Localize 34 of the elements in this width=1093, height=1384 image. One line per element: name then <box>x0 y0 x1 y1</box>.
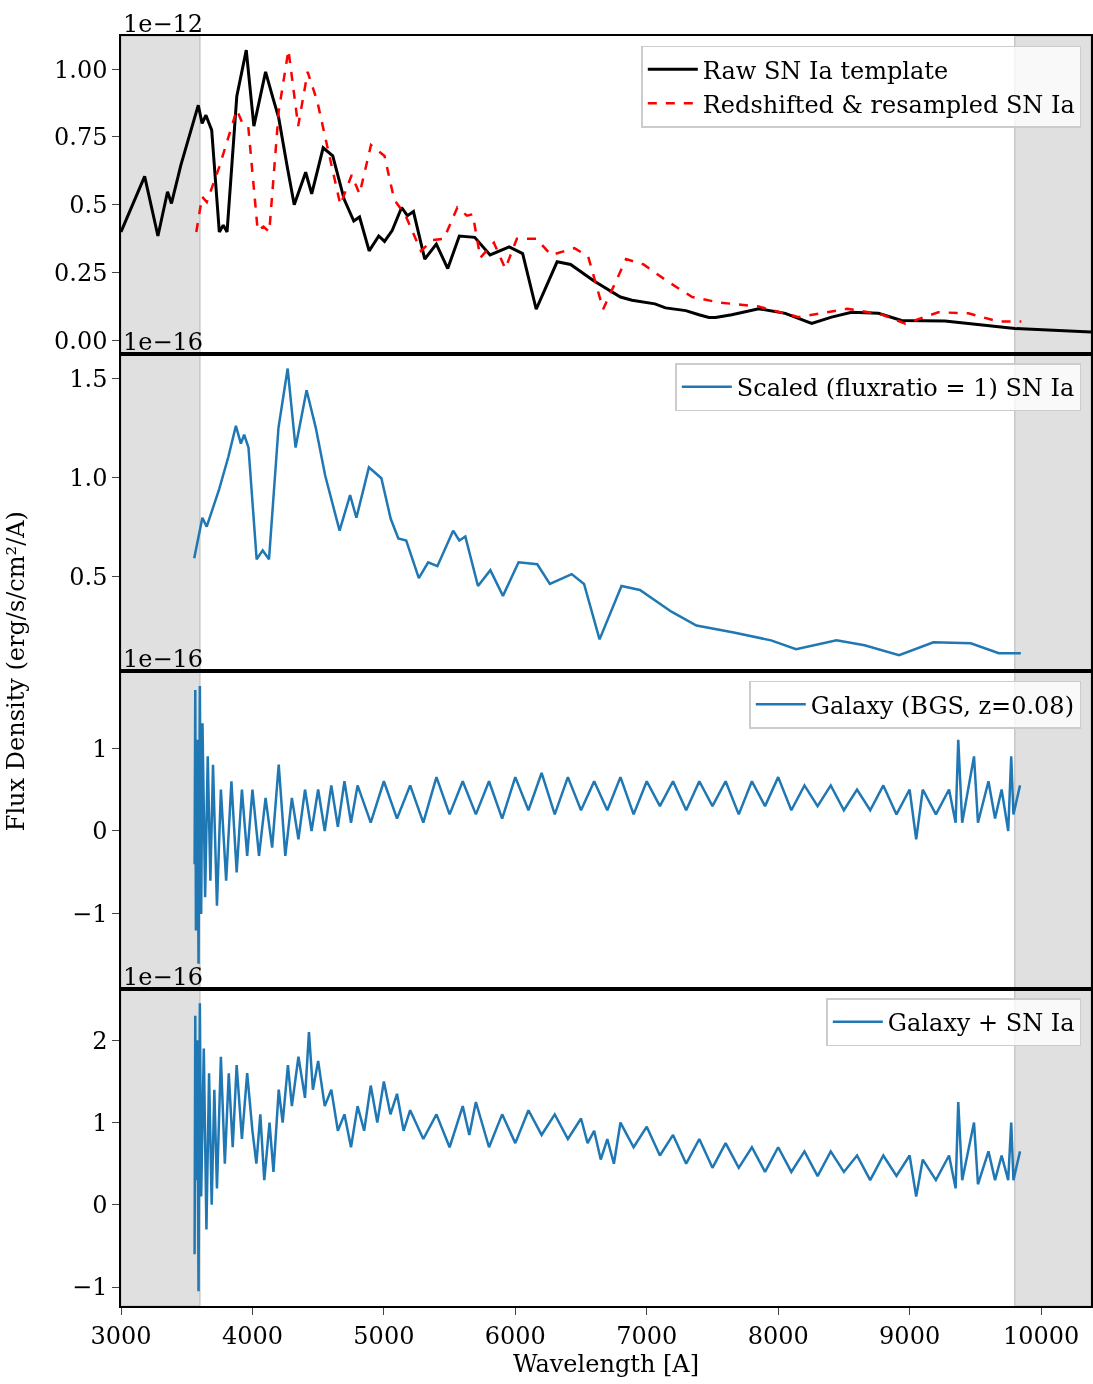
x-tick-label: 7000 <box>616 1321 678 1350</box>
y-tick-label: 1.0 <box>69 463 108 492</box>
y-tick-label: 0.5 <box>69 562 108 591</box>
x-tick-label: 4000 <box>221 1321 283 1350</box>
y-tick-label: 1.00 <box>54 55 108 84</box>
y-tick-label: 0.5 <box>69 191 108 220</box>
legend-label: Scaled (fluxratio = 1) SN Ia <box>736 373 1075 402</box>
annotation: 1e−16 <box>123 645 204 673</box>
y-tick-label: 0.00 <box>54 326 108 355</box>
y-tick-label: 1.5 <box>69 364 108 393</box>
x-tick-label: 6000 <box>484 1321 546 1350</box>
y-tick-label: −1 <box>72 1273 108 1302</box>
y-tick-label: 1 <box>92 1108 108 1137</box>
legend-label: Galaxy + SN Ia <box>887 1008 1075 1037</box>
x-tick-label: 10000 <box>1002 1321 1080 1350</box>
y-tick-label: 0 <box>92 817 108 846</box>
y-tick-label: 0.25 <box>54 259 108 288</box>
annotation: 1e−12 <box>123 10 204 38</box>
y-tick-label: 1 <box>92 734 108 763</box>
annotation: 1e−16 <box>123 328 204 356</box>
y-tick-label: 0 <box>92 1191 108 1220</box>
legend-label: Galaxy (BGS, z=0.08) <box>810 691 1074 720</box>
x-tick-label: 5000 <box>353 1321 415 1350</box>
x-tick-label: 3000 <box>90 1321 152 1350</box>
x-tick-label: 9000 <box>879 1321 941 1350</box>
legend-label: Redshifted & resampled SN Ia <box>702 90 1075 119</box>
y-tick-label: 2 <box>92 1026 108 1055</box>
y-tick-label: −1 <box>72 900 108 929</box>
y-tick-label: 0.75 <box>54 123 108 152</box>
legend-label: Raw SN Ia template <box>702 56 949 85</box>
y-axis-title: Flux Density (erg/s/cm²/A) <box>2 511 31 832</box>
x-tick-label: 8000 <box>747 1321 809 1350</box>
annotation: 1e−16 <box>123 963 204 991</box>
x-axis-title: Wavelength [A] <box>512 1349 700 1378</box>
